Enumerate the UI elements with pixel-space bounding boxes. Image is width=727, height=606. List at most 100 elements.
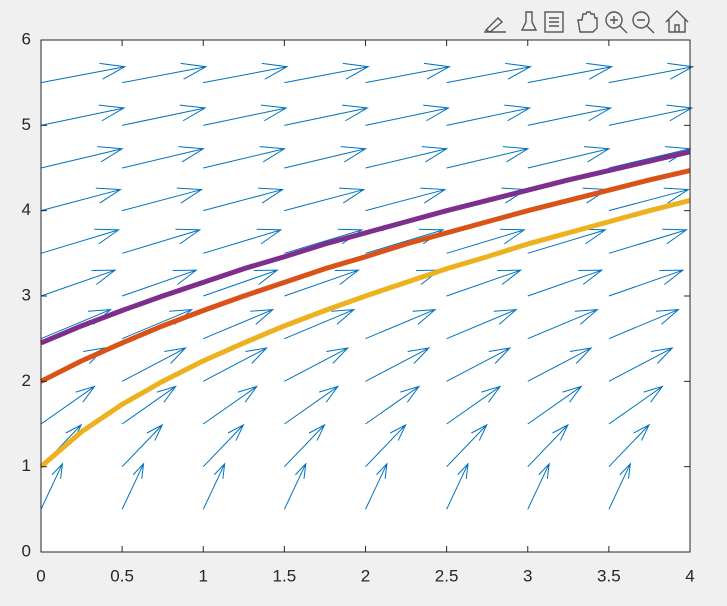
vector-arrow xyxy=(365,104,451,126)
vector-arrow xyxy=(121,228,202,254)
vector-arrow xyxy=(40,62,127,84)
vector-arrow xyxy=(608,308,680,340)
vector-arrow xyxy=(203,347,269,382)
zoom-out-tool[interactable] xyxy=(632,11,655,34)
vector-arrow xyxy=(365,62,451,84)
vector-arrow xyxy=(284,146,368,169)
vector-arrow xyxy=(203,104,288,126)
vector-arrow xyxy=(527,62,614,84)
vector-arrow xyxy=(284,385,340,425)
vector-arrow xyxy=(608,347,674,382)
vector-arrow xyxy=(121,385,177,425)
x-tick-label: 0 xyxy=(36,566,45,585)
vector-arrow xyxy=(527,423,570,468)
plot-content xyxy=(39,62,695,510)
vector-arrow xyxy=(284,347,350,382)
vector-arrow xyxy=(203,146,287,169)
x-tick-label: 3 xyxy=(523,566,532,585)
vector-arrow xyxy=(527,462,550,510)
vector-arrow xyxy=(40,269,117,297)
vector-arrow xyxy=(527,104,613,126)
zoom-in-tool[interactable] xyxy=(605,11,628,34)
vector-arrow xyxy=(446,104,532,126)
vector-arrow xyxy=(365,385,421,425)
x-tick-label: 0.5 xyxy=(110,566,134,585)
y-tick-label: 2 xyxy=(22,371,31,390)
vector-arrow xyxy=(284,104,369,126)
vector-arrow xyxy=(527,146,611,169)
vector-arrow xyxy=(284,269,360,297)
vector-arrow xyxy=(40,146,124,169)
vector-arrow xyxy=(122,62,208,84)
vector-arrow xyxy=(446,385,502,425)
vector-arrow xyxy=(202,423,245,468)
vector-arrow xyxy=(40,228,121,254)
x-tick-label: 3.5 xyxy=(597,566,621,585)
vector-arrow xyxy=(446,308,518,340)
vector-arrow xyxy=(446,146,530,169)
y-tick-label: 0 xyxy=(22,541,31,560)
vector-arrow xyxy=(40,385,96,425)
vector-arrow xyxy=(608,187,690,212)
vector-arrow xyxy=(446,228,526,254)
vector-arrow xyxy=(608,462,631,510)
vector-arrow xyxy=(283,462,307,510)
vector-arrow xyxy=(608,62,695,84)
vector-arrow xyxy=(365,146,449,169)
x-tick-label: 1.5 xyxy=(273,566,297,585)
vector-arrow xyxy=(202,462,226,510)
legend-tool[interactable] xyxy=(544,11,564,33)
brush-tool[interactable] xyxy=(484,17,506,33)
y-tick-label: 5 xyxy=(22,115,31,134)
vector-arrow xyxy=(121,462,145,510)
vector-arrow xyxy=(122,146,205,169)
vector-arrow xyxy=(203,62,289,84)
vector-arrow xyxy=(40,187,122,212)
vector-arrow xyxy=(284,423,326,468)
home-tool[interactable] xyxy=(665,10,689,33)
y-tick-label: 4 xyxy=(22,200,31,219)
vector-arrow xyxy=(203,187,285,212)
vector-arrow xyxy=(203,228,283,254)
vector-arrow xyxy=(122,104,207,126)
y-tick-label: 6 xyxy=(22,29,31,48)
vector-arrow xyxy=(284,308,356,340)
vector-arrow xyxy=(527,269,604,297)
x-tick-label: 1 xyxy=(199,566,208,585)
vector-arrow xyxy=(121,269,198,297)
vector-arrow xyxy=(608,385,664,425)
x-tick-label: 2.5 xyxy=(435,566,459,585)
x-tick-label: 4 xyxy=(685,566,694,585)
vector-arrow xyxy=(365,423,407,468)
vector-arrow xyxy=(446,62,533,84)
vector-arrow xyxy=(608,228,689,254)
pan-tool[interactable] xyxy=(577,11,598,33)
vector-arrow xyxy=(608,423,651,468)
y-tick-label: 1 xyxy=(22,456,31,475)
vector-arrow xyxy=(203,308,275,340)
vector-arrow xyxy=(40,462,64,510)
vector-arrow xyxy=(365,462,388,510)
vector-arrow xyxy=(446,423,488,468)
y-tick-label: 3 xyxy=(22,285,31,304)
vector-arrow xyxy=(608,269,685,297)
vector-arrow xyxy=(40,104,126,126)
solution-curve xyxy=(39,198,691,469)
vector-arrow xyxy=(446,347,512,382)
vector-arrow xyxy=(527,308,599,340)
vector-arrow xyxy=(284,187,366,212)
x-tick-label: 2 xyxy=(361,566,370,585)
vector-arrow xyxy=(121,187,204,212)
data-tips-tool[interactable] xyxy=(520,11,538,31)
solution-curve xyxy=(39,168,691,384)
vector-arrow xyxy=(608,104,694,126)
vector-arrow xyxy=(202,385,259,425)
vector-arrow xyxy=(121,347,187,382)
vector-arrow xyxy=(365,187,447,212)
toolbar xyxy=(484,10,689,34)
solution-curve xyxy=(40,149,691,346)
vector-arrow xyxy=(446,462,469,510)
vector-arrow xyxy=(121,423,164,468)
vector-arrow xyxy=(203,269,279,297)
